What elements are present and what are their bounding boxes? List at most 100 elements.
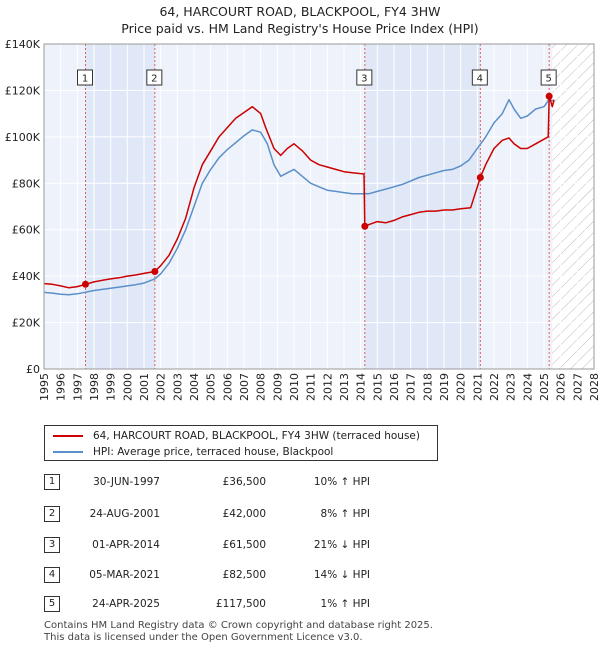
- row-date: 24-AUG-2001: [89, 508, 160, 520]
- row-price: £42,000: [222, 508, 266, 520]
- x-tick-label: 2017: [405, 373, 418, 401]
- sale-number-label: 1: [82, 74, 88, 85]
- plot-border: [43, 43, 595, 370]
- x-tick-label: 2000: [121, 373, 134, 401]
- x-tick-label: 2023: [505, 373, 518, 401]
- sale-number-box: [77, 69, 93, 86]
- x-tick-label: 2015: [371, 373, 384, 401]
- row-number: 4: [44, 567, 60, 583]
- x-tick-label: 2006: [221, 373, 234, 401]
- row-number: 5: [44, 596, 60, 612]
- sale-number-box: [471, 69, 488, 86]
- row-hpi-diff: 21% ↓ HPI: [313, 539, 370, 551]
- sale-span-shade: [85, 44, 155, 369]
- x-tick-label: 2010: [288, 373, 301, 401]
- price-chart: 1 2 3 4 5 £0 £20K £40K £60K £80K £100K £120K £140K 19…: [5, 38, 600, 401]
- x-tick-label: 2002: [155, 373, 168, 401]
- sale-number-box: [146, 69, 163, 86]
- x-tick-label: 2009: [271, 373, 284, 401]
- sale-point: [82, 280, 89, 288]
- row-hpi-diff: 1% ↑ HPI: [320, 598, 370, 610]
- sale-point: [151, 268, 159, 275]
- sale-point: [361, 222, 369, 230]
- x-tick-label: 1996: [55, 373, 68, 401]
- legend-item-hpi: HPI: Average price, terraced house, Blac…: [53, 444, 333, 460]
- table-row: 5 24-APR-2025 £117,500 1% ↑ HPI: [0, 596, 600, 614]
- row-date: 24-APR-2025: [92, 598, 160, 610]
- x-tick-label: 2008: [255, 373, 268, 401]
- x-tick-label: 1998: [88, 373, 101, 401]
- x-tick-label: 2026: [555, 373, 568, 401]
- x-tick-label: 1999: [105, 373, 118, 401]
- row-price: £36,500: [222, 476, 266, 488]
- y-tick-label: £20K: [12, 317, 41, 330]
- row-number: 2: [44, 506, 60, 522]
- sale-span-shade: [364, 44, 481, 369]
- table-row: 3 01-APR-2014 £61,500 21% ↓ HPI: [0, 537, 600, 555]
- y-tick-label: £140K: [5, 38, 41, 51]
- x-tick-label: 2014: [355, 373, 368, 401]
- y-tick-label: £40K: [12, 270, 41, 283]
- row-price: £61,500: [222, 539, 266, 551]
- x-tick-label: 2001: [138, 373, 151, 401]
- legend: 64, HARCOURT ROAD, BLACKPOOL, FY4 3HW (t…: [44, 425, 438, 461]
- legend-swatch-hpi: [53, 451, 83, 453]
- chart-subtitle: Price paid vs. HM Land Registry's House …: [121, 21, 479, 36]
- sale-number-box: [356, 69, 373, 86]
- table-row: 4 05-MAR-2021 £82,500 14% ↓ HPI: [0, 567, 600, 585]
- x-tick-label: 2013: [338, 373, 351, 401]
- x-tick-label: 2022: [488, 373, 501, 401]
- price-series-line: [43, 95, 555, 289]
- row-date: 01-APR-2014: [92, 539, 160, 551]
- x-tick-label: 1995: [38, 373, 51, 401]
- x-tick-label: 2016: [388, 373, 401, 401]
- row-price: £82,500: [222, 569, 266, 581]
- row-hpi-diff: 14% ↓ HPI: [313, 569, 370, 581]
- row-number: 3: [44, 537, 60, 553]
- legend-swatch-price: [53, 435, 83, 437]
- y-tick-label: £80K: [12, 177, 41, 190]
- projection-region: [552, 44, 594, 369]
- y-tick-label: £100K: [5, 131, 41, 144]
- x-tick-label: 2028: [588, 373, 600, 401]
- x-tick-label: 2005: [205, 373, 218, 401]
- sale-point: [545, 92, 553, 100]
- table-row: 2 24-AUG-2001 £42,000 8% ↑ HPI: [0, 506, 600, 524]
- x-tick-label: 2024: [521, 373, 534, 401]
- sale-number-box: [540, 69, 557, 86]
- chart-title: 64, HARCOURT ROAD, BLACKPOOL, FY4 3HW: [159, 4, 441, 19]
- x-tick-label: 2019: [438, 373, 451, 401]
- sale-number-label: 4: [477, 74, 483, 85]
- footer-copyright: Contains HM Land Registry data © Crown c…: [44, 620, 433, 631]
- legend-item-price: 64, HARCOURT ROAD, BLACKPOOL, FY4 3HW (t…: [53, 428, 420, 444]
- x-tick-label: 2004: [188, 373, 201, 401]
- sale-point: [476, 173, 484, 181]
- x-tick-label: 2003: [171, 373, 184, 401]
- row-hpi-diff: 10% ↑ HPI: [313, 476, 370, 488]
- x-tick-label: 2027: [571, 373, 584, 401]
- row-date: 30-JUN-1997: [93, 476, 160, 488]
- x-tick-label: 2021: [471, 373, 484, 401]
- x-tick-label: 1997: [71, 373, 84, 401]
- x-tick-label: 2011: [305, 373, 318, 401]
- x-tick-label: 2018: [421, 373, 434, 401]
- legend-label-hpi: HPI: Average price, terraced house, Blac…: [93, 446, 334, 458]
- row-price: £117,500: [215, 598, 266, 610]
- x-tick-label: 2025: [538, 373, 551, 401]
- row-number: 1: [44, 474, 60, 490]
- sale-number-label: 2: [151, 74, 157, 85]
- row-date: 05-MAR-2021: [89, 569, 160, 581]
- x-tick-label: 2020: [455, 373, 468, 401]
- sale-number-label: 3: [361, 74, 367, 85]
- y-tick-label: £0: [26, 363, 40, 376]
- y-tick-label: £60K: [12, 224, 41, 237]
- footer-licence: This data is licensed under the Open Gov…: [44, 632, 363, 643]
- legend-label-price: 64, HARCOURT ROAD, BLACKPOOL, FY4 3HW (t…: [93, 430, 420, 442]
- y-tick-label: £120K: [5, 84, 41, 97]
- sale-number-label: 5: [545, 74, 551, 85]
- row-hpi-diff: 8% ↑ HPI: [320, 508, 370, 520]
- hpi-series-line: [43, 98, 555, 296]
- x-tick-label: 2007: [238, 373, 251, 401]
- x-tick-label: 2012: [321, 373, 334, 401]
- table-row: 1 30-JUN-1997 £36,500 10% ↑ HPI: [0, 474, 600, 492]
